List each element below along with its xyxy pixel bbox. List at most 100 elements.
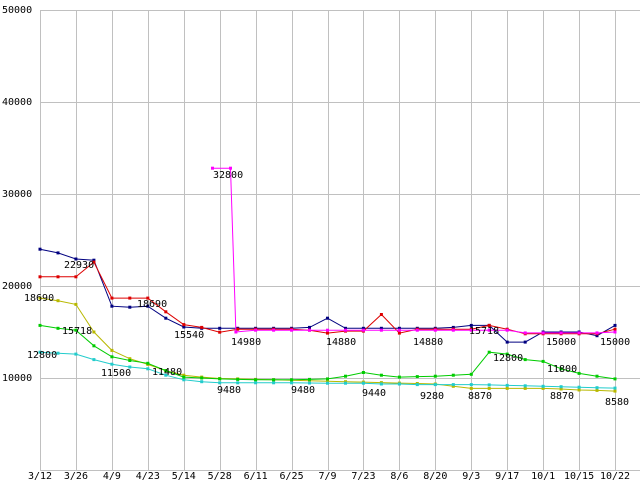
- data-point-marker: [344, 328, 347, 332]
- data-point-marker: [182, 325, 186, 329]
- data-point-marker: [613, 323, 617, 327]
- data-point-marker: [128, 357, 132, 361]
- x-axis-label: 8/20: [423, 471, 447, 480]
- data-point-marker: [451, 325, 455, 329]
- data-point-marker: [254, 381, 258, 385]
- point-annotation: 32800: [213, 170, 243, 181]
- data-point-marker: [379, 373, 383, 377]
- data-point-marker: [182, 375, 186, 379]
- data-point-marker: [344, 381, 347, 385]
- data-point-marker: [451, 328, 455, 332]
- y-axis-label: 20000: [2, 281, 32, 292]
- data-point-marker: [487, 383, 491, 387]
- data-point-marker: [110, 362, 114, 366]
- data-point-marker: [613, 327, 617, 331]
- x-axis-label: 9/17: [495, 471, 519, 480]
- data-point-marker: [211, 166, 214, 170]
- data-point-marker: [613, 386, 617, 390]
- point-annotation: 9280: [420, 391, 444, 402]
- data-point-marker: [272, 328, 276, 332]
- data-point-marker: [128, 296, 132, 300]
- data-point-marker: [236, 377, 240, 381]
- data-point-marker: [200, 376, 204, 380]
- data-point-marker: [290, 328, 294, 332]
- point-annotation: 14880: [413, 337, 443, 348]
- data-point-marker: [164, 369, 168, 373]
- data-point-marker: [146, 367, 150, 371]
- data-point-marker: [308, 381, 311, 385]
- data-point-marker: [74, 328, 78, 332]
- data-point-marker: [541, 359, 545, 363]
- data-point-marker: [397, 382, 401, 386]
- data-point-marker: [595, 334, 599, 338]
- point-annotation: 9440: [362, 388, 386, 399]
- data-point-marker: [541, 384, 545, 388]
- y-axis-label: 10000: [2, 373, 32, 384]
- data-point-marker: [451, 383, 455, 387]
- data-point-marker: [56, 351, 60, 355]
- data-point-marker: [236, 381, 240, 385]
- point-annotation: 15000: [600, 337, 630, 348]
- series-magenta-line: [212, 167, 616, 334]
- y-axis-label: 30000: [2, 189, 32, 200]
- point-annotation: 15718: [62, 326, 92, 337]
- data-point-marker: [326, 379, 329, 383]
- data-point-marker: [128, 305, 132, 309]
- data-point-marker: [200, 380, 204, 384]
- data-point-marker: [128, 359, 132, 362]
- x-axis-label: 10/1: [531, 471, 555, 480]
- point-annotation: 22930: [64, 260, 94, 271]
- x-axis-label: 10/22: [600, 471, 630, 480]
- data-point-marker: [146, 296, 150, 300]
- data-point-marker: [595, 331, 599, 335]
- data-point-marker: [595, 374, 599, 378]
- point-annotation: 8580: [605, 397, 629, 408]
- data-point-marker: [613, 389, 617, 393]
- data-point-marker: [433, 374, 437, 378]
- y-axis-label: 50000: [2, 5, 32, 16]
- data-point-marker: [290, 381, 294, 385]
- series-green-markers: [38, 323, 617, 382]
- data-point-marker: [326, 381, 329, 385]
- point-annotation: 11500: [101, 368, 131, 379]
- data-point-marker: [469, 372, 473, 376]
- data-point-marker: [92, 258, 96, 262]
- data-point-marker: [290, 378, 294, 382]
- data-point-marker: [415, 383, 419, 387]
- point-annotation: 12800: [27, 350, 57, 361]
- data-point-marker: [577, 331, 581, 335]
- data-point-marker: [344, 374, 347, 378]
- data-point-marker: [164, 373, 168, 377]
- point-annotation: 18690: [137, 299, 167, 310]
- x-axis-label: 4/9: [103, 471, 121, 480]
- x-axis-label: 10/15: [564, 471, 594, 480]
- data-point-marker: [38, 247, 42, 251]
- data-point-marker: [218, 326, 222, 330]
- x-axis-label: 7/23: [351, 471, 375, 480]
- data-point-marker: [218, 381, 222, 385]
- point-annotation: 8870: [468, 391, 492, 402]
- data-point-marker: [505, 328, 509, 332]
- data-point-marker: [326, 328, 329, 332]
- data-point-marker: [272, 378, 276, 382]
- data-point-marker: [326, 331, 329, 335]
- data-point-marker: [200, 325, 204, 329]
- data-point-marker: [218, 330, 222, 334]
- data-point-marker: [361, 371, 365, 374]
- data-point-marker: [487, 386, 491, 390]
- data-point-marker: [487, 328, 491, 332]
- data-point-marker: [505, 386, 509, 390]
- data-point-marker: [254, 378, 258, 382]
- point-annotation: 18690: [24, 293, 54, 304]
- data-point-marker: [182, 378, 186, 382]
- y-axis-label: 40000: [2, 97, 32, 108]
- data-point-marker: [397, 328, 401, 332]
- data-point-marker: [308, 328, 311, 332]
- data-point-marker: [92, 344, 96, 348]
- point-annotation: 15718: [469, 326, 499, 337]
- data-point-marker: [613, 330, 617, 334]
- point-annotation: 11480: [152, 367, 182, 378]
- data-point-marker: [595, 386, 599, 390]
- point-annotation: 8870: [550, 391, 574, 402]
